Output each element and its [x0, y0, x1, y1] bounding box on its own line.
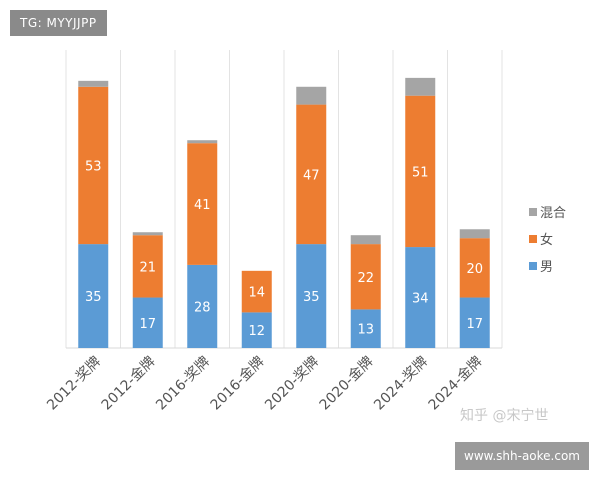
bar-男-2020-金牌 [350, 309, 381, 348]
bar-混合-2016-奖牌 [187, 140, 218, 144]
bar-男-2016-奖牌 [187, 264, 218, 348]
data-label: 20 [466, 262, 483, 277]
x-tick-label: 2020-金牌 [316, 353, 377, 414]
data-label: 13 [357, 323, 374, 338]
legend-label: 混合 [540, 206, 566, 221]
data-label: 22 [357, 271, 374, 286]
data-label: 41 [194, 198, 211, 213]
bar-混合-2020-金牌 [350, 235, 381, 245]
data-label: 17 [466, 317, 483, 332]
data-label: 35 [303, 290, 320, 305]
watermark: 知乎 @宋宁世 [460, 408, 549, 424]
legend-swatch [529, 235, 537, 243]
data-label: 53 [85, 159, 102, 174]
x-tick-label: 2024-奖牌 [370, 353, 431, 414]
bar-男-2024-奖牌 [405, 247, 436, 348]
x-tick-label: 2016-奖牌 [152, 353, 213, 414]
bar-混合-2024-金牌 [459, 229, 490, 239]
x-tick-label: 2012-奖牌 [43, 353, 104, 414]
data-label: 47 [303, 168, 320, 183]
bar-男-2020-奖牌 [296, 244, 327, 348]
data-label: 14 [248, 286, 265, 301]
bar-男-2012-奖牌 [78, 244, 109, 348]
bar-女-2012-奖牌 [78, 86, 109, 245]
legend-label: 女 [540, 232, 553, 248]
bar-女-2016-奖牌 [187, 143, 218, 265]
data-label: 17 [139, 317, 156, 332]
legend-swatch [529, 262, 537, 270]
data-label: 28 [194, 300, 211, 315]
bar-女-2024-奖牌 [405, 95, 436, 248]
bar-女-2012-金牌 [132, 235, 163, 298]
data-label: 21 [139, 260, 156, 275]
bar-女-2016-金牌 [241, 270, 272, 313]
bar-男-2016-金牌 [241, 312, 272, 348]
bar-女-2020-金牌 [350, 244, 381, 310]
bar-女-2020-奖牌 [296, 104, 327, 245]
site-label: www.shh-aoke.com [455, 442, 589, 470]
bar-男-2012-金牌 [132, 297, 163, 348]
bar-混合-2012-奖牌 [78, 80, 109, 87]
x-tick-label: 2020-奖牌 [261, 353, 322, 414]
bar-男-2024-金牌 [459, 297, 490, 348]
bar-混合-2012-金牌 [132, 232, 163, 236]
data-label: 12 [248, 324, 265, 339]
bar-女-2024-金牌 [459, 238, 490, 298]
data-label: 51 [412, 165, 429, 180]
legend-label: 男 [540, 260, 553, 275]
bar-混合-2020-奖牌 [296, 86, 327, 105]
bar-混合-2024-奖牌 [405, 77, 436, 96]
data-label: 35 [85, 290, 102, 305]
legend-swatch [529, 208, 537, 216]
x-tick-label: 2016-金牌 [207, 353, 268, 414]
x-tick-label: 2012-金牌 [98, 353, 159, 414]
data-label: 34 [412, 292, 429, 307]
tag-label: TG: MYYJJPP [10, 10, 107, 36]
